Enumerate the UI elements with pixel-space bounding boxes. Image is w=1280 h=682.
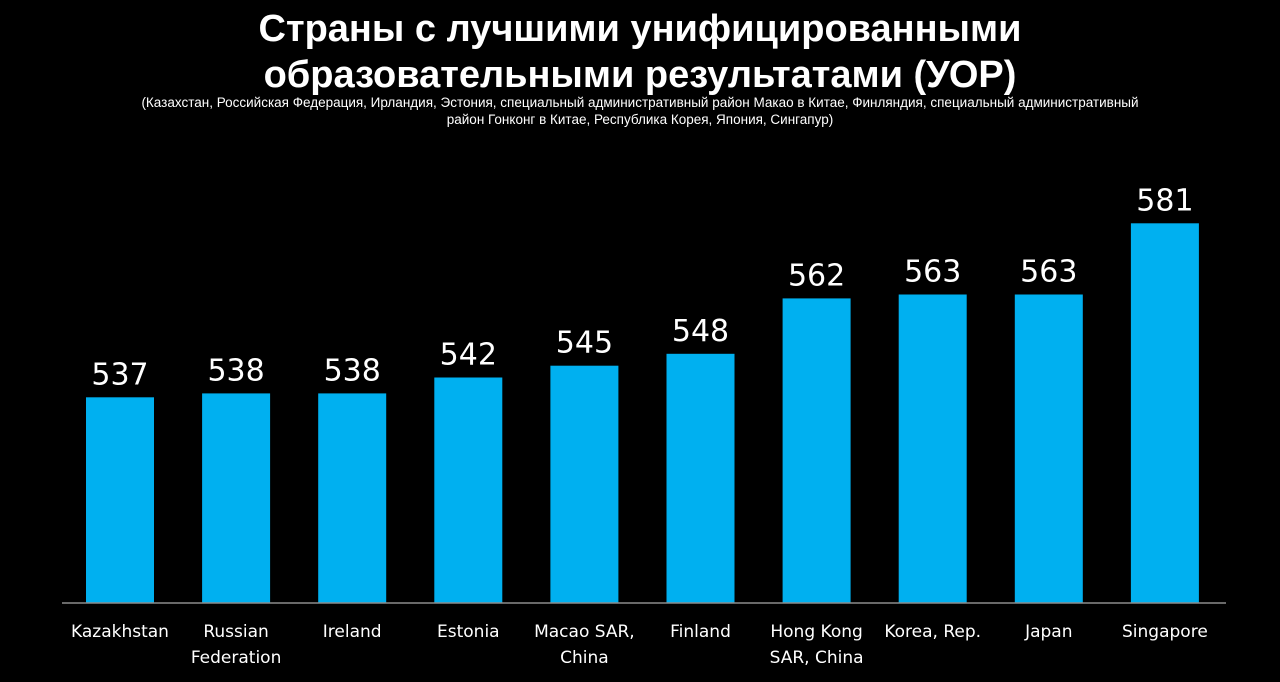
data-label: 545 — [556, 326, 613, 361]
category-label: Singapore — [1122, 622, 1208, 642]
data-label: 563 — [1020, 255, 1077, 290]
category-label: Korea, Rep. — [884, 622, 981, 642]
data-label: 562 — [788, 258, 845, 293]
bar — [318, 393, 387, 603]
data-label: 538 — [324, 353, 381, 388]
data-label: 548 — [672, 314, 729, 349]
category-label: Macao SAR, — [534, 622, 635, 642]
chart-subtitle-line-2: район Гонконг в Китае, Республика Корея,… — [446, 112, 834, 127]
bar — [666, 353, 735, 603]
chart-subtitle: (Казахстан, Российская Федерация, Ирланд… — [30, 94, 1250, 128]
data-label: 563 — [904, 255, 961, 290]
data-label: 542 — [440, 338, 497, 373]
category-label: China — [560, 648, 609, 668]
category-label: Ireland — [323, 622, 382, 642]
category-label: Kazakhstan — [71, 622, 169, 642]
category-label: SAR, China — [770, 648, 864, 668]
bar — [898, 294, 967, 603]
bar — [434, 377, 503, 603]
bar — [550, 365, 619, 603]
chart-subtitle-line-1: (Казахстан, Российская Федерация, Ирланд… — [141, 95, 1139, 110]
data-label: 581 — [1136, 183, 1193, 218]
chart-title-line-2: образовательными результатами (УОР) — [263, 54, 1017, 96]
chart-title-line-1: Страны с лучшими унифицированными — [258, 8, 1022, 50]
bar — [1014, 294, 1083, 603]
chart-title: Страны с лучшими унифицированными образо… — [0, 6, 1280, 98]
category-label: Federation — [191, 648, 282, 668]
data-label: 537 — [91, 357, 148, 392]
category-label: Japan — [1024, 622, 1072, 642]
category-label: Hong Kong — [770, 622, 862, 642]
bar — [86, 397, 154, 603]
category-label: Estonia — [437, 622, 500, 642]
bar — [202, 393, 271, 603]
category-label: Russian — [203, 622, 268, 642]
bar — [782, 298, 851, 603]
bar — [1130, 223, 1199, 604]
category-label: Finland — [670, 622, 731, 642]
data-label: 538 — [207, 353, 264, 388]
